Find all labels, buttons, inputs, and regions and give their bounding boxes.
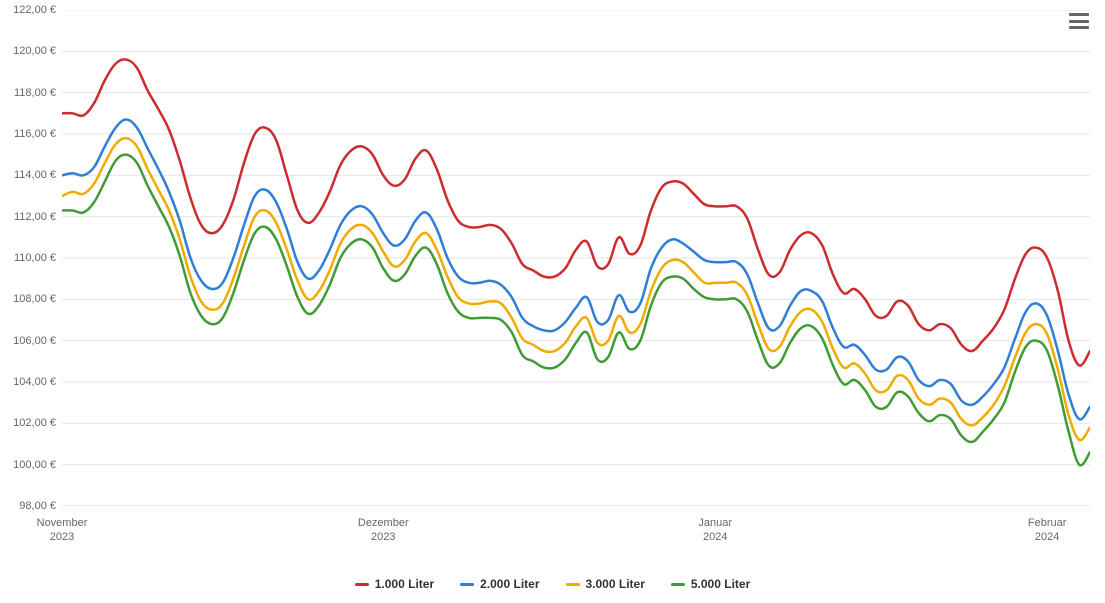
x-tick-label: Januar2024 (698, 516, 732, 545)
y-tick-label: 114,00 € (0, 169, 56, 181)
series-1.000-Liter (62, 59, 1090, 365)
y-tick-label: 108,00 € (0, 293, 56, 305)
x-tick-label: November2023 (37, 516, 88, 545)
legend-item-5000l[interactable]: 5.000 Liter (671, 577, 750, 591)
legend-swatch (355, 583, 369, 586)
y-tick-label: 116,00 € (0, 128, 56, 140)
plot-area (62, 10, 1090, 506)
y-tick-label: 118,00 € (0, 87, 56, 99)
legend-label: 5.000 Liter (691, 577, 750, 591)
legend-swatch (671, 583, 685, 586)
legend-swatch (566, 583, 580, 586)
legend-label: 1.000 Liter (375, 577, 434, 591)
legend-label: 3.000 Liter (586, 577, 645, 591)
y-tick-label: 120,00 € (0, 45, 56, 57)
y-tick-label: 100,00 € (0, 459, 56, 471)
legend-item-1000l[interactable]: 1.000 Liter (355, 577, 434, 591)
y-tick-label: 102,00 € (0, 417, 56, 429)
legend: 1.000 Liter 2.000 Liter 3.000 Liter 5.00… (0, 577, 1105, 591)
legend-swatch (460, 583, 474, 586)
legend-label: 2.000 Liter (480, 577, 539, 591)
price-chart: 98,00 € 100,00 € 102,00 € 104,00 € 106,00 € 1… (0, 0, 1105, 603)
legend-item-2000l[interactable]: 2.000 Liter (460, 577, 539, 591)
y-tick-label: 98,00 € (0, 500, 56, 512)
series-2.000-Liter (62, 120, 1090, 420)
y-tick-label: 110,00 € (0, 252, 56, 264)
legend-item-3000l[interactable]: 3.000 Liter (566, 577, 645, 591)
y-tick-label: 112,00 € (0, 211, 56, 223)
x-tick-label: Februar2024 (1028, 516, 1067, 545)
y-tick-label: 104,00 € (0, 376, 56, 388)
y-tick-label: 106,00 € (0, 335, 56, 347)
y-tick-label: 122,00 € (0, 4, 56, 16)
x-tick-label: Dezember2023 (358, 516, 409, 545)
